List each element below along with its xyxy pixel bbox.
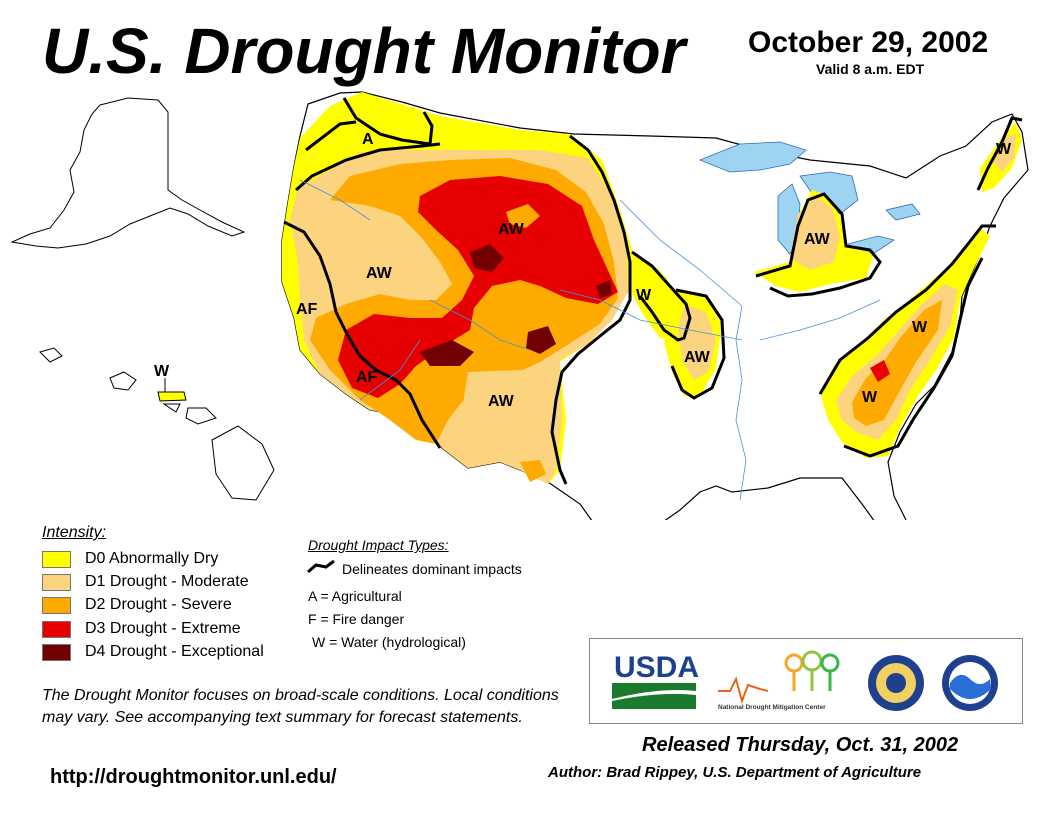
drought-shading-east <box>630 122 1022 458</box>
legend-item-d2: D2 Drought - Severe <box>42 595 232 615</box>
legend-item-d4: D4 Drought - Exceptional <box>42 642 264 662</box>
legend-item-d3: D3 Drought - Extreme <box>42 619 241 639</box>
impact-label: AW <box>684 349 711 366</box>
legend-swatch <box>42 550 71 568</box>
impact-label: AW <box>488 393 515 410</box>
legend-label: D2 Drought - Severe <box>85 596 232 613</box>
ndmc-logo: National Drought Mitigation Center <box>718 650 840 711</box>
impact-label: AF <box>356 369 378 386</box>
map-date: October 29, 2002 <box>748 26 989 59</box>
legend-label: D3 Drought - Extreme <box>85 620 241 637</box>
impact-label: AW <box>498 221 525 238</box>
legend-item-d1: D1 Drought - Moderate <box>42 572 249 592</box>
svg-text:National Drought Mitigation Ce: National Drought Mitigation Center <box>718 704 826 711</box>
drought-map: W <box>10 91 1029 520</box>
impact-label: W <box>912 319 928 336</box>
svg-text:USDA: USDA <box>614 651 699 684</box>
usda-logo: USDA <box>612 651 699 709</box>
legend-swatch <box>42 643 71 661</box>
legend-swatch <box>42 596 71 614</box>
impact-code-agricultural: A = Agricultural <box>308 588 402 604</box>
impact-types-title: Drought Impact Types: <box>308 537 449 553</box>
sponsor-logos: USDA National Drought Mitigation Center <box>589 638 1023 724</box>
alaska-outline <box>10 97 246 249</box>
logo-strip: USDA National Drought Mitigation Center <box>612 650 998 711</box>
legend-label: D0 Abnormally Dry <box>85 550 219 567</box>
drought-shading <box>282 92 632 484</box>
valid-time: Valid 8 a.m. EDT <box>816 61 925 77</box>
doc-seal-logo <box>868 655 924 711</box>
impact-label: AW <box>366 265 393 282</box>
impact-delineation-lines <box>283 97 1023 485</box>
impact-label: W <box>862 389 878 406</box>
legend-item-d0: D0 Abnormally Dry <box>42 549 218 569</box>
delineation-line-icon <box>307 559 335 574</box>
legend-swatch <box>42 620 71 638</box>
impact-code-fire: F = Fire danger <box>308 611 405 627</box>
impact-label: A <box>362 131 374 148</box>
author-credit: Author: Brad Rippey, U.S. Department of … <box>548 764 922 781</box>
noaa-logo <box>942 655 998 711</box>
legend-swatch <box>42 573 71 591</box>
website-link[interactable]: http://droughtmonitor.unl.edu/ <box>50 766 337 788</box>
delineation-label: Delineates dominant impacts <box>342 561 522 577</box>
release-date: Released Thursday, Oct. 31, 2002 <box>642 734 959 756</box>
disclaimer-note: The Drought Monitor focuses on broad-sca… <box>42 687 559 726</box>
impact-label: AW <box>804 231 831 248</box>
impact-code-water: W = Water (hydrological) <box>312 634 466 650</box>
impact-labels: A AW AW AF AF AW W AW AW W W W <box>296 131 1012 410</box>
legend-label: D1 Drought - Moderate <box>85 573 249 590</box>
page-title: U.S. Drought Monitor <box>42 15 686 87</box>
impact-label: W <box>996 141 1012 158</box>
hawaii-impact-label: W <box>154 363 170 380</box>
legend-label: D4 Drought - Exceptional <box>85 643 264 660</box>
hawaii-islands <box>39 347 275 501</box>
impact-label: AF <box>296 301 318 318</box>
impact-label: W <box>636 287 652 304</box>
rivers <box>299 179 881 501</box>
intensity-title: Intensity: <box>42 524 107 541</box>
